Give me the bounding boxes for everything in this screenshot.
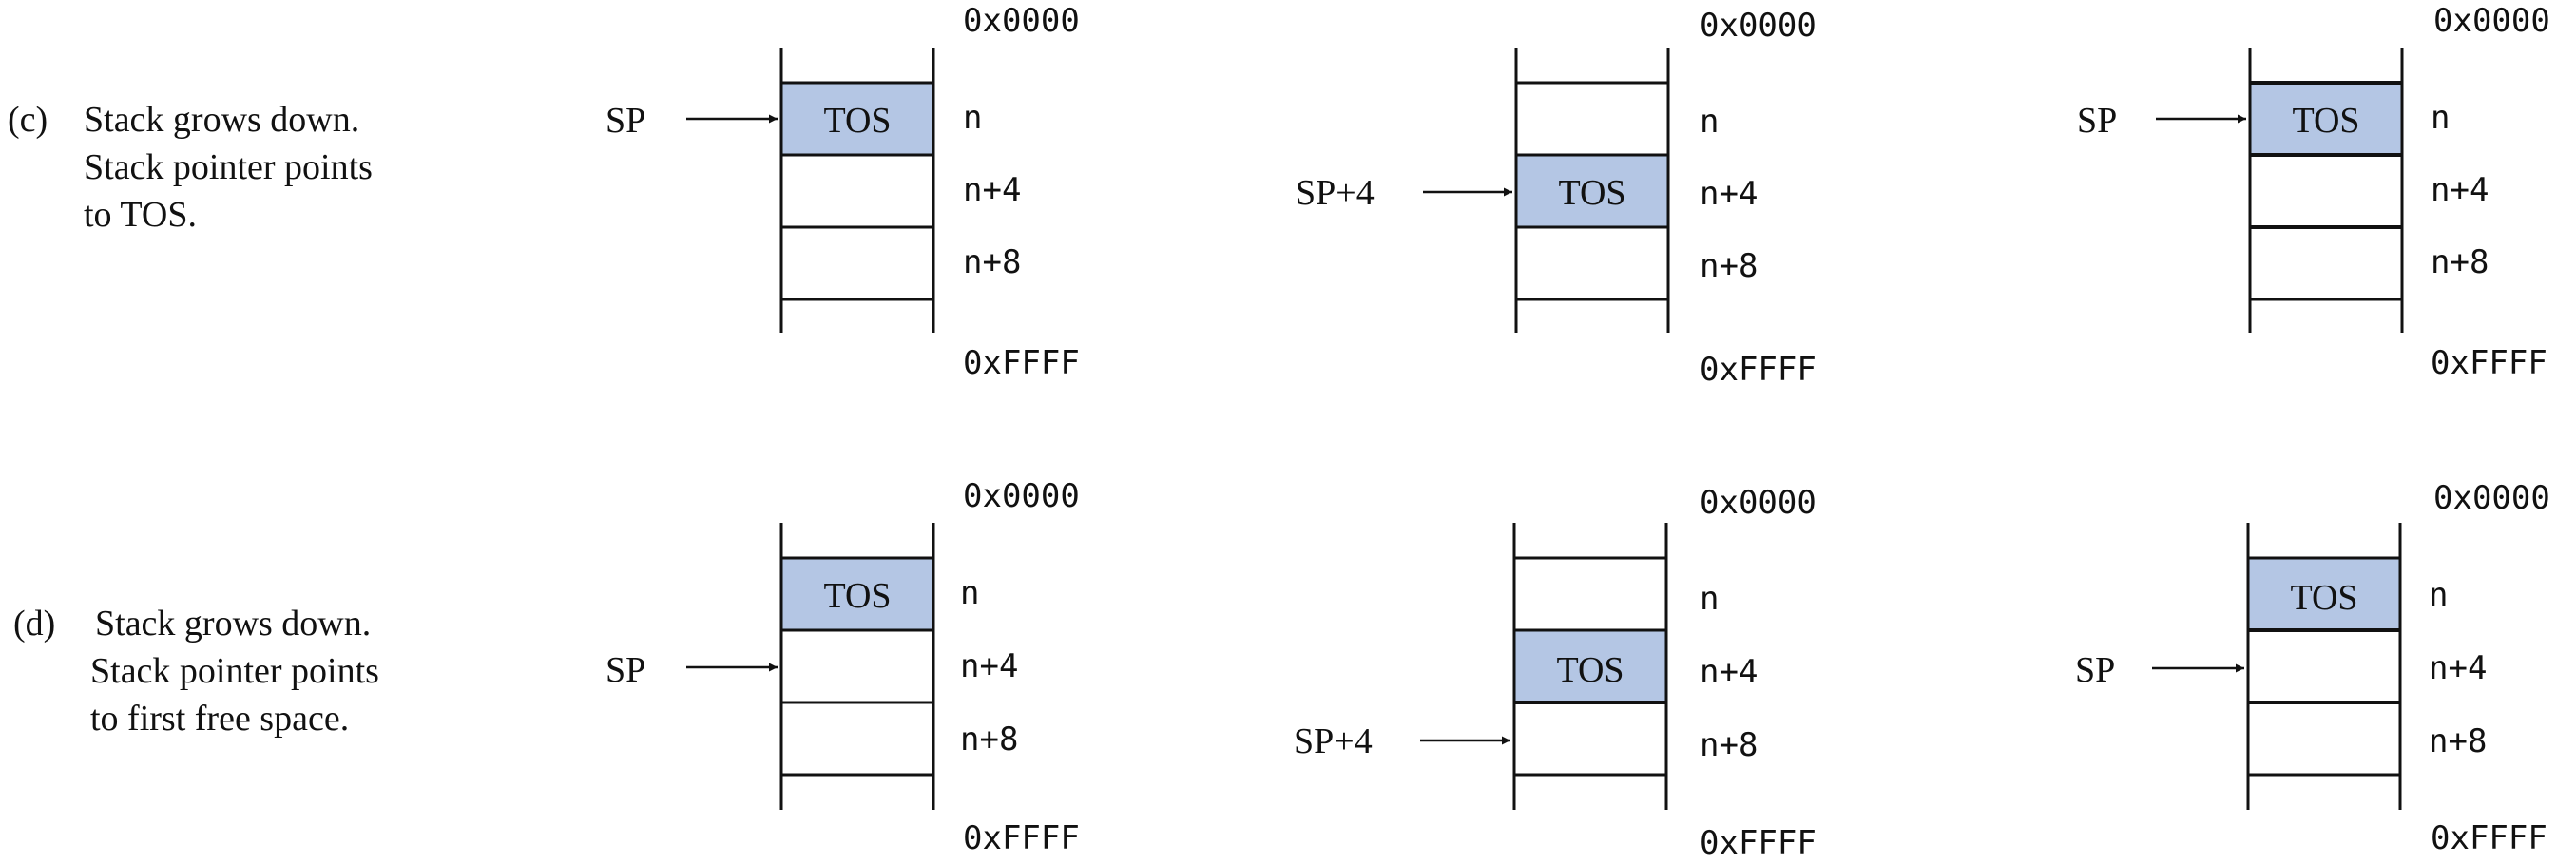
address-top-label: 0x0000	[1700, 484, 1817, 522]
address-bottom-label: 0xFFFF	[1700, 824, 1817, 862]
stack-diagram: 0x0000 TOS n n+4 n+8 0xFFFF SP	[606, 477, 1080, 857]
address-bottom-label: 0xFFFF	[2431, 819, 2547, 857]
slot-address-label: n	[960, 574, 979, 612]
row-label: (c)	[8, 100, 48, 140]
stack-diagram: 0x0000 TOS n n+4 n+8 0xFFFF SP	[2075, 479, 2550, 857]
slot-address-label: n	[1700, 580, 1719, 618]
slot-address-label: n+4	[1700, 175, 1758, 213]
stack-diagram: 0x0000 TOS n n+4 n+8 0xFFFF SP	[2077, 2, 2550, 382]
row-d: (d) Stack grows down. Stack pointer poin…	[13, 477, 2550, 862]
tos-cell	[1514, 153, 1670, 229]
caption-line: Stack grows down.	[84, 100, 359, 140]
slot-address-label: n+4	[1700, 653, 1758, 691]
pointer-label: SP	[606, 101, 645, 141]
caption-line: to TOS.	[84, 195, 197, 235]
slot-address-label: n	[1700, 103, 1719, 141]
slot-address-label: n+8	[963, 243, 1021, 281]
address-top-label: 0x0000	[963, 2, 1080, 40]
tos-label: TOS	[1556, 650, 1624, 690]
address-top-label: 0x0000	[1700, 7, 1817, 45]
address-bottom-label: 0xFFFF	[1700, 351, 1817, 389]
pointer-label: SP+4	[1294, 721, 1373, 761]
tos-cell	[1512, 628, 1668, 704]
pointer-label: SP+4	[1296, 173, 1375, 213]
caption-line: Stack pointer points	[84, 147, 373, 187]
slot-address-label: n+8	[960, 721, 1018, 759]
tos-label: TOS	[823, 576, 891, 616]
slot-address-label: n	[2431, 99, 2450, 137]
stack-diagram: 0x0000 TOS n n+4 n+8 0xFFFF SP+4	[1296, 7, 1817, 389]
slot-address-label: n+8	[1700, 247, 1758, 285]
slot-address-label: n+4	[960, 647, 1018, 685]
address-top-label: 0x0000	[2433, 2, 2550, 40]
pointer-label: SP	[2077, 101, 2117, 141]
stack-diagram: 0x0000 TOS n n+4 n+8 0xFFFF SP	[606, 2, 1080, 382]
slot-address-label: n	[2429, 576, 2448, 614]
row-label: (d)	[13, 604, 55, 644]
tos-label: TOS	[823, 101, 891, 141]
address-bottom-label: 0xFFFF	[2431, 344, 2547, 382]
tos-label: TOS	[2292, 101, 2359, 141]
slot-address-label: n	[963, 99, 982, 137]
row-c: (c) Stack grows down. Stack pointer poin…	[8, 2, 2550, 389]
slot-address-label: n+8	[2431, 243, 2489, 281]
tos-label: TOS	[1558, 173, 1625, 213]
slot-address-label: n+8	[1700, 726, 1758, 764]
slot-address-label: n+4	[2429, 649, 2487, 687]
tos-label: TOS	[2290, 578, 2357, 618]
caption-line: Stack grows down.	[95, 604, 371, 644]
address-bottom-label: 0xFFFF	[963, 819, 1080, 857]
address-bottom-label: 0xFFFF	[963, 344, 1080, 382]
slot-address-label: n+4	[963, 171, 1021, 209]
pointer-label: SP	[2075, 650, 2115, 690]
address-top-label: 0x0000	[963, 477, 1080, 515]
slot-address-label: n+4	[2431, 171, 2489, 209]
stack-diagram: 0x0000 TOS n n+4 n+8 0xFFFF SP+4	[1294, 484, 1817, 862]
slot-address-label: n+8	[2429, 722, 2487, 760]
pointer-label: SP	[606, 650, 645, 690]
caption-line: to first free space.	[90, 699, 349, 739]
caption-line: Stack pointer points	[90, 651, 379, 691]
address-top-label: 0x0000	[2433, 479, 2550, 517]
